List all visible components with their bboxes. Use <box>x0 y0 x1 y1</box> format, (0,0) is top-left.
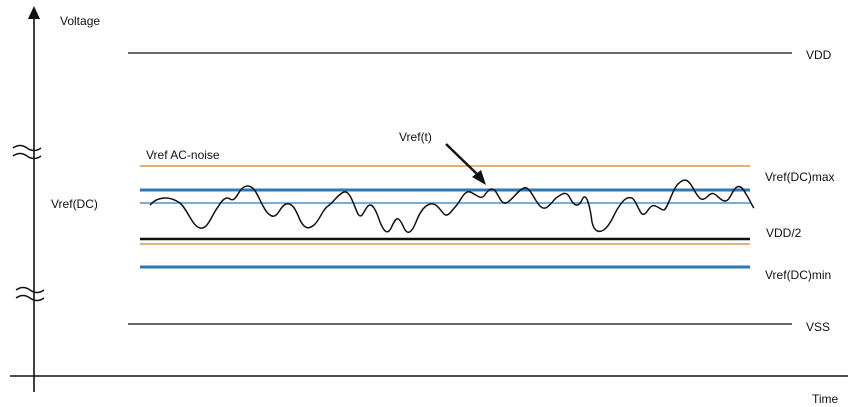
axis-break-lower <box>15 286 45 302</box>
vref-t-pointer-line <box>445 143 479 176</box>
vdd-label: VDD <box>806 48 832 62</box>
y-axis-label: Voltage <box>60 14 100 28</box>
vdd-half-label: VDD/2 <box>766 226 802 240</box>
vss-label: VSS <box>806 320 830 334</box>
vref-dc-max-label: Vref(DC)max <box>765 170 835 184</box>
y-axis-arrowhead <box>28 6 40 19</box>
axis-break-upper <box>12 144 42 160</box>
vref-t-label: Vref(t) <box>399 130 432 144</box>
vref-dc-min-label: Vref(DC)min <box>765 268 831 282</box>
vref-ac-noise-label: Vref AC-noise <box>146 148 220 162</box>
vref-t-waveform <box>149 179 755 233</box>
vref-t-pointer-arrowhead <box>472 170 486 185</box>
x-axis-label: Time <box>812 392 839 406</box>
vref-dc-label: Vref(DC) <box>51 197 98 211</box>
